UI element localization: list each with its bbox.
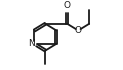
Text: N: N (28, 39, 34, 48)
Text: O: O (75, 26, 82, 35)
Text: O: O (64, 1, 71, 10)
